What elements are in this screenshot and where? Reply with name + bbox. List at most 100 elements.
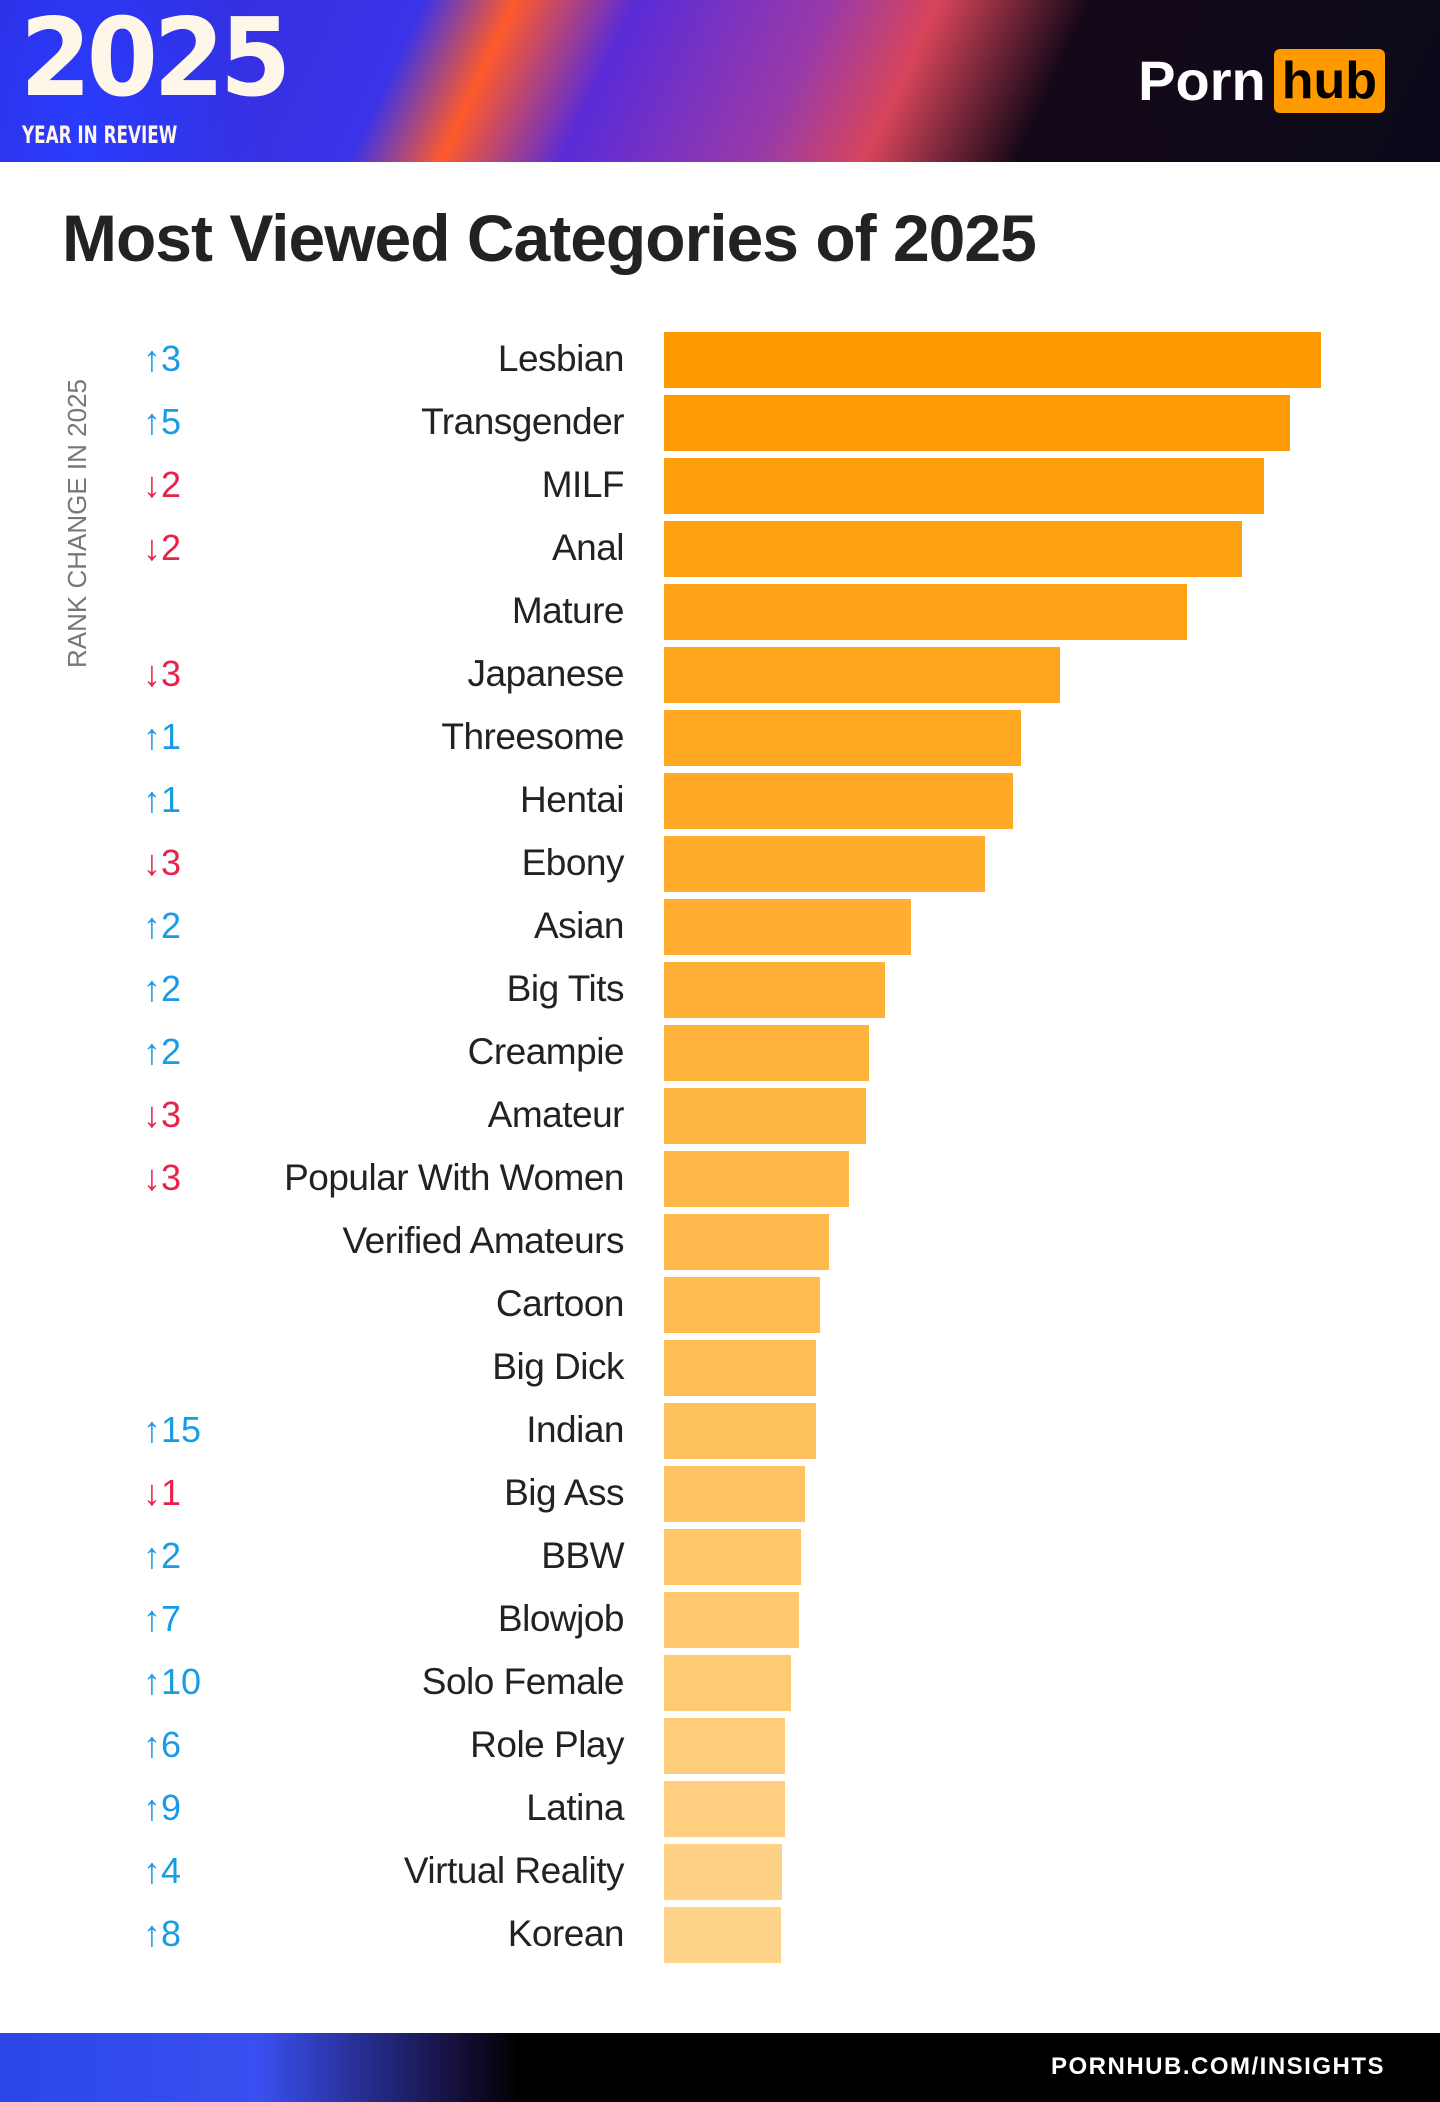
rank-down-label: ↓1	[143, 1472, 182, 1513]
chart-row: Big Dick	[0, 1340, 1440, 1403]
chart-row: ↑8 Korean	[0, 1907, 1440, 1970]
rank-up-label: ↑2	[143, 905, 182, 946]
bar	[664, 1025, 869, 1081]
chart-row: ↓3 Japanese	[0, 647, 1440, 710]
chart-row: ↑1 Threesome	[0, 710, 1440, 773]
chart-row: ↓3 Popular With Women	[0, 1151, 1440, 1214]
bar	[664, 1403, 816, 1459]
category-label: Virtual Reality	[403, 1850, 625, 1891]
rank-up-label: ↑1	[143, 716, 182, 757]
rank-down-label: ↓3	[143, 842, 182, 883]
category-label: Latina	[526, 1787, 624, 1828]
bar	[664, 458, 1265, 514]
category-label: Popular With Women	[284, 1157, 624, 1198]
bar	[664, 1466, 805, 1522]
rank-up-label: ↑1	[143, 779, 182, 820]
category-label: Threesome	[441, 716, 624, 757]
chart-row: ↑7 Blowjob	[0, 1592, 1440, 1655]
bar	[664, 1781, 785, 1837]
rank-up-label: ↑9	[143, 1787, 182, 1828]
category-label: Hentai	[520, 779, 624, 820]
rank-down-label: ↓2	[143, 527, 182, 568]
year-heading: 2025	[20, 0, 291, 121]
bar	[664, 521, 1243, 577]
chart-row: ↑2 Creampie	[0, 1025, 1440, 1088]
category-label: Amateur	[487, 1094, 625, 1135]
chart-row: ↑9 Latina	[0, 1781, 1440, 1844]
rank-up-label: ↑2	[143, 968, 182, 1009]
chart-row: ↓2 Anal	[0, 521, 1440, 584]
logo-text-right: hub	[1273, 48, 1385, 113]
bar	[664, 1088, 867, 1144]
rank-up-label: ↑6	[143, 1724, 182, 1765]
category-label: Japanese	[467, 653, 625, 694]
bar	[664, 1592, 800, 1648]
category-label: Korean	[507, 1913, 625, 1954]
chart-row: ↑5 Transgender	[0, 395, 1440, 458]
header-banner: 2025 YEAR IN REVIEW Porn hub	[0, 0, 1440, 162]
category-label: Mature	[511, 590, 625, 631]
rank-down-label: ↓3	[143, 1157, 182, 1198]
category-label: Role Play	[470, 1724, 624, 1765]
category-label: Solo Female	[421, 1661, 625, 1702]
rank-down-label: ↓3	[143, 653, 182, 694]
rank-up-label: ↑5	[143, 401, 182, 442]
rank-up-label: ↑3	[143, 338, 182, 379]
chart-row: ↓3 Ebony	[0, 836, 1440, 899]
category-label: Asian	[533, 905, 625, 946]
rank-up-label: ↑2	[143, 1031, 182, 1072]
bar	[664, 584, 1187, 640]
bar	[664, 1907, 781, 1963]
chart-row: ↑6 Role Play	[0, 1718, 1440, 1781]
bar	[664, 836, 985, 892]
chart-row: ↑2 Asian	[0, 899, 1440, 962]
insights-link[interactable]: PORNHUB.COM/INSIGHTS	[1050, 2053, 1385, 2080]
bar	[664, 1844, 783, 1900]
chart-row: Mature	[0, 584, 1440, 647]
year-in-review-label: YEAR IN REVIEW	[22, 121, 178, 149]
rank-down-label: ↓3	[143, 1094, 182, 1135]
rank-up-label: ↑4	[143, 1850, 182, 1891]
bar	[664, 1718, 785, 1774]
chart-row: ↓2 MILF	[0, 458, 1440, 521]
chart-row: ↑2 BBW	[0, 1529, 1440, 1592]
category-label: MILF	[541, 464, 625, 505]
bar	[664, 899, 912, 955]
category-label: Cartoon	[495, 1283, 625, 1324]
chart-row: ↑4 Virtual Reality	[0, 1844, 1440, 1907]
chart-row: Verified Amateurs	[0, 1214, 1440, 1277]
bar	[664, 332, 1321, 388]
rank-up-label: ↑15	[143, 1409, 202, 1450]
chart-row: ↓3 Amateur	[0, 1088, 1440, 1151]
category-label: BBW	[541, 1535, 624, 1576]
chart-row: ↑2 Big Tits	[0, 962, 1440, 1025]
bar	[664, 1214, 829, 1270]
bar	[664, 1529, 801, 1585]
chart-row: ↑10 Solo Female	[0, 1655, 1440, 1718]
category-label: Transgender	[421, 401, 624, 442]
logo-text-left: Porn	[1138, 49, 1266, 112]
footer-banner: PORNHUB.COM/INSIGHTS	[0, 2033, 1440, 2102]
bar	[664, 1151, 850, 1207]
category-label: Indian	[526, 1409, 624, 1450]
category-label: Anal	[551, 527, 625, 568]
chart-row: ↓1 Big Ass	[0, 1466, 1440, 1529]
chart-row: ↑1 Hentai	[0, 773, 1440, 836]
bar	[664, 1340, 816, 1396]
rank-up-label: ↑10	[143, 1661, 202, 1702]
rank-up-label: ↑8	[143, 1913, 182, 1954]
rank-up-label: ↑2	[143, 1535, 182, 1576]
category-label: Big Ass	[504, 1472, 624, 1513]
chart-row: Cartoon	[0, 1277, 1440, 1340]
category-label: Big Tits	[506, 968, 625, 1009]
bar	[664, 962, 886, 1018]
bar	[664, 773, 1013, 829]
category-label: Creampie	[467, 1031, 625, 1072]
chart-row: ↑15 Indian	[0, 1403, 1440, 1466]
category-label: Ebony	[521, 842, 625, 883]
bar	[664, 1655, 792, 1711]
bar	[664, 710, 1021, 766]
chart-row: ↑3 Lesbian	[0, 332, 1440, 395]
bar	[664, 395, 1291, 451]
category-label: Blowjob	[497, 1598, 625, 1639]
